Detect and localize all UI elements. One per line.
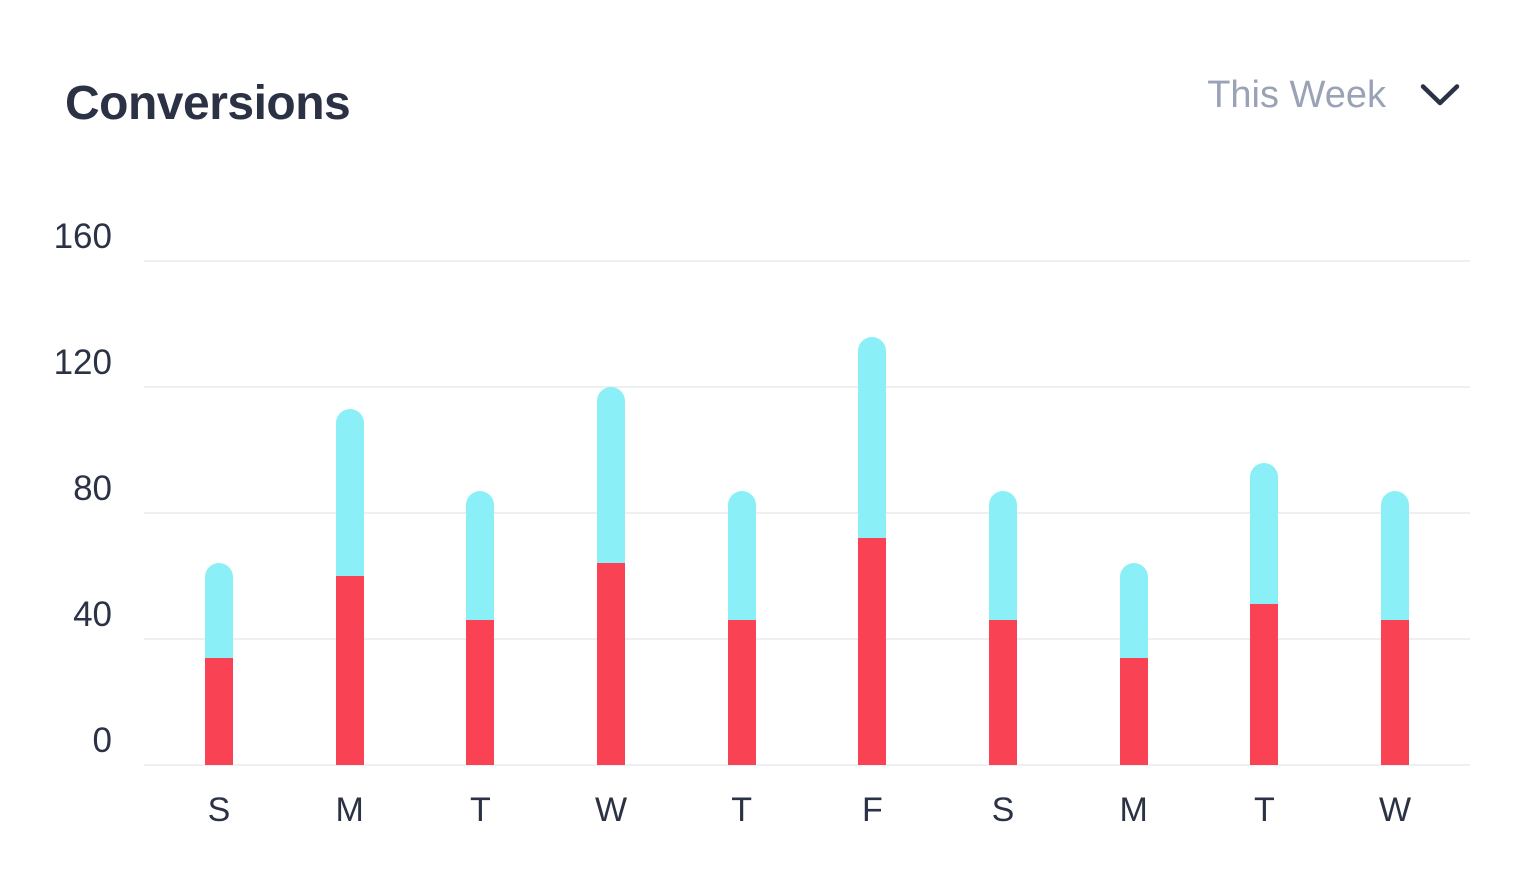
- gridline-160: [144, 260, 1470, 262]
- bar-segment-red: [1250, 604, 1279, 765]
- bar-segment-red: [989, 620, 1018, 765]
- bar-9-t: [1250, 462, 1279, 765]
- bar-10-w: [1381, 490, 1410, 765]
- x-axis-label-3-t: T: [469, 791, 491, 829]
- x-axis-label-2-m: M: [335, 791, 364, 829]
- y-axis-label-40: 40: [73, 594, 112, 634]
- bar-segment-cyan: [1250, 462, 1279, 605]
- x-axis-label-6-f: F: [861, 791, 883, 829]
- gridline-0: [144, 764, 1470, 766]
- x-axis-label-7-s: S: [991, 791, 1015, 829]
- bar-segment-red: [1119, 657, 1148, 765]
- bar-1-s: [205, 563, 233, 765]
- y-axis-label-80: 80: [73, 468, 112, 508]
- bar-segment-red: [597, 563, 625, 765]
- bar-6-f: [858, 336, 887, 765]
- chevron-down-icon: [1420, 84, 1460, 106]
- x-axis-label-1-s: S: [207, 791, 231, 829]
- x-axis-label-8-m: M: [1119, 791, 1148, 829]
- x-axis-label-4-w: W: [594, 791, 628, 829]
- bar-segment-cyan: [727, 490, 756, 621]
- y-axis-label-0: 0: [92, 720, 112, 760]
- period-dropdown-label: This Week: [1207, 74, 1386, 116]
- bar-segment-red: [466, 620, 495, 765]
- bar-3-t: [466, 490, 495, 765]
- bar-5-t: [727, 490, 756, 765]
- bar-segment-red: [335, 575, 364, 765]
- bar-segment-cyan: [1381, 490, 1410, 621]
- x-axis-label-10-w: W: [1378, 791, 1412, 829]
- page-title: Conversions: [65, 77, 351, 130]
- bar-4-w: [597, 387, 625, 765]
- bar-8-m: [1119, 563, 1148, 765]
- gridline-120: [144, 386, 1470, 388]
- bar-segment-cyan: [466, 490, 495, 621]
- bar-segment-red: [205, 657, 233, 765]
- x-axis-label-5-t: T: [731, 791, 753, 829]
- gridline-40: [144, 638, 1470, 640]
- bar-segment-red: [1381, 620, 1410, 765]
- bar-segment-cyan: [205, 563, 233, 658]
- bar-segment-cyan: [1119, 563, 1148, 658]
- x-axis-label-9-t: T: [1253, 791, 1275, 829]
- y-axis-label-120: 120: [53, 342, 112, 382]
- y-axis-label-160: 160: [53, 216, 112, 256]
- bar-segment-cyan: [597, 387, 625, 564]
- bar-segment-red: [727, 620, 756, 765]
- bar-segment-cyan: [989, 490, 1018, 621]
- period-dropdown[interactable]: This Week: [1207, 76, 1460, 114]
- bar-2-m: [335, 409, 364, 765]
- bar-segment-cyan: [858, 336, 887, 539]
- bar-segment-red: [858, 538, 887, 765]
- bar-7-s: [989, 490, 1018, 765]
- bar-segment-cyan: [335, 409, 364, 576]
- gridline-80: [144, 512, 1470, 514]
